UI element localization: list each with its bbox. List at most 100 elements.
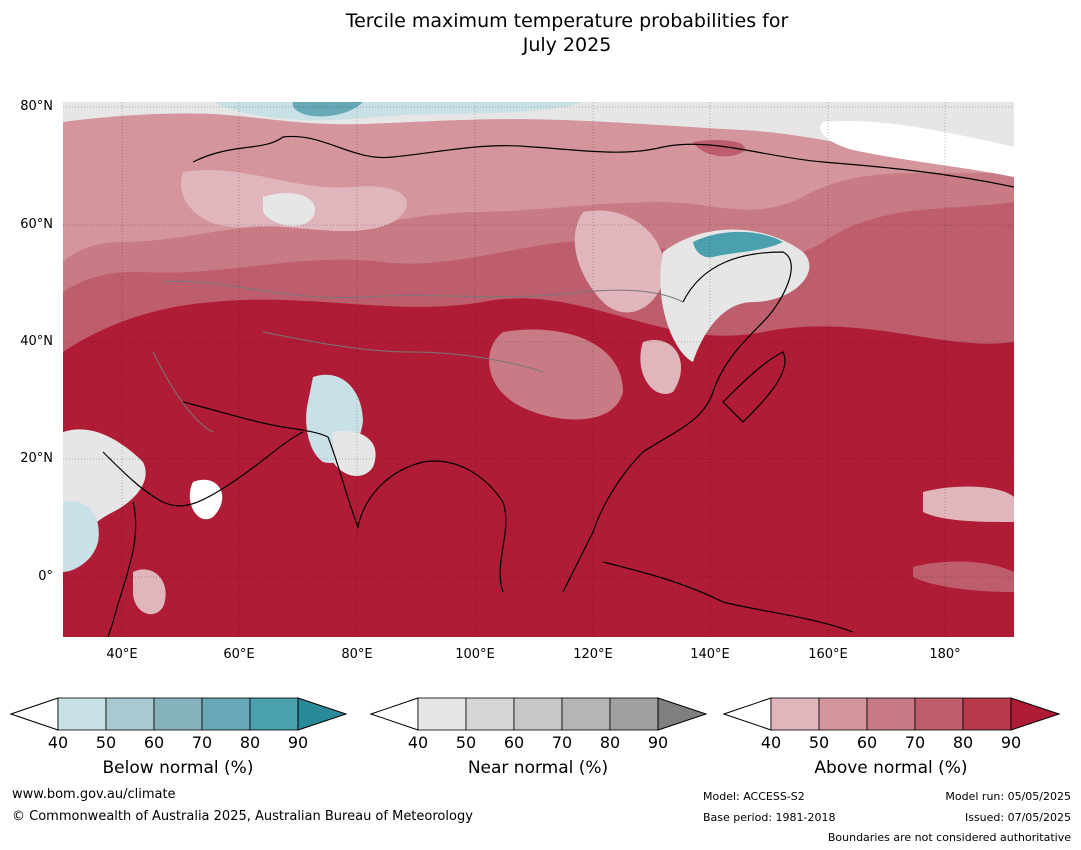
lon-tick-160: 160°E (808, 647, 848, 662)
colorbar-near-label: Near normal (%) (467, 758, 609, 778)
colorbar-near-swatches (370, 697, 708, 731)
japan-coastline (722, 351, 786, 423)
africa-coastline (107, 501, 137, 637)
colorbar-near-swatch (513, 697, 563, 731)
region-above-40-east (574, 210, 665, 313)
colorbar-below (10, 697, 348, 731)
region-below-high-arctic (292, 102, 363, 117)
colorbar-below-tick: 50 (95, 733, 117, 752)
colorbar-below-label: Below normal (%) (102, 758, 254, 778)
colorbar-above-swatch (914, 697, 964, 731)
lat-tick-0: 0° (38, 569, 53, 584)
footer-url: www.bom.gov.au/climate (12, 787, 176, 802)
colorbar-near-low-extension (370, 697, 419, 731)
south-asia-coastline (182, 401, 507, 593)
lon-tick-180: 180° (929, 647, 961, 662)
colorbar-near (370, 697, 708, 731)
colorbar-near-tick: 80 (599, 733, 621, 752)
colorbar-near-swatch (561, 697, 611, 731)
lon-tick-120: 120°E (573, 647, 613, 662)
region-above-40-pacific (923, 486, 1014, 522)
colorbar-above-swatch (962, 697, 1012, 731)
colorbar-above-swatch (818, 697, 868, 731)
colorbar-below-swatch (105, 697, 155, 731)
colorbar-below-swatches (10, 697, 348, 731)
coastlines (102, 135, 1014, 637)
colorbar-above-swatches (723, 697, 1061, 731)
lat-tick-40: 40°N (20, 334, 53, 349)
colorbar-above-low-extension (723, 697, 772, 731)
colorbar-near-tick: 40 (407, 733, 429, 752)
lat-tick-20: 20°N (20, 451, 53, 466)
colorbar-near-swatch (465, 697, 515, 731)
region-above-40-japan (640, 340, 682, 394)
colorbar-below-tick: 70 (191, 733, 213, 752)
colorbar-below-low-extension (10, 697, 59, 731)
russia-border (162, 280, 684, 303)
region-below-okhotsk (693, 231, 783, 258)
graticule (63, 102, 1014, 637)
title-line-1: Tercile maximum temperature probabilitie… (345, 10, 789, 32)
region-near-india (333, 431, 376, 477)
indonesia-coastline (602, 561, 854, 633)
colorbar-above-tick: 60 (856, 733, 878, 752)
region-white-horn (189, 479, 223, 520)
colorbar-below-tick: 40 (47, 733, 69, 752)
colorbar-below-tick: 80 (239, 733, 261, 752)
colorbar-near-tick: 60 (503, 733, 525, 752)
footer-model: Model: ACCESS-S2 (703, 790, 805, 803)
colorbar-above-tick: 70 (904, 733, 926, 752)
colorbar-below-swatch (153, 697, 203, 731)
lon-tick-40: 40°E (106, 647, 138, 662)
colorbar-above (723, 697, 1061, 731)
colorbar-below-tick: 60 (143, 733, 165, 752)
lon-tick-140: 140°E (690, 647, 730, 662)
lon-tick-100: 100°E (455, 647, 495, 662)
lat-tick-80: 80°N (20, 99, 53, 114)
colorbar-above-high-extension (1010, 697, 1061, 731)
probability-map (63, 102, 1014, 637)
lon-tick-80: 80°E (341, 647, 373, 662)
borders (152, 280, 684, 433)
colorbar-below-swatch (249, 697, 299, 731)
colorbar-above-swatch (866, 697, 916, 731)
footer-base-period: Base period: 1981-2018 (703, 811, 836, 824)
title-line-2: July 2025 (522, 34, 612, 56)
arabia-coastline (102, 431, 304, 507)
map-svg (63, 102, 1014, 637)
colorbar-above-label: Above normal (%) (814, 758, 968, 778)
colorbar-near-high-extension (657, 697, 708, 731)
footer-model-run: Model run: 05/05/2025 (945, 790, 1071, 803)
colorbar-above-tick: 90 (1000, 733, 1022, 752)
colorbar-near-tick: 50 (455, 733, 477, 752)
central-asia-border (262, 331, 544, 373)
east-asia-coastline (562, 251, 792, 593)
middle-east-border (152, 351, 214, 433)
colorbar-below-swatch (201, 697, 251, 731)
region-above-60-china (489, 329, 623, 420)
lon-tick-60: 60°E (223, 647, 255, 662)
colorbar-above-tick: 80 (952, 733, 974, 752)
region-white-east-siberia (820, 121, 1014, 177)
region-above-arctic-spot (693, 140, 745, 157)
colorbar-above-tick: 50 (808, 733, 830, 752)
region-near-okhotsk (660, 229, 810, 362)
footer-issued: Issued: 07/05/2025 (964, 811, 1071, 824)
colorbar-below-tick: 90 (287, 733, 309, 752)
colorbar-near-tick: 70 (551, 733, 573, 752)
colorbar-near-tick: 90 (647, 733, 669, 752)
colorbar-near-swatch (417, 697, 467, 731)
colorbar-near-swatch (609, 697, 659, 731)
arctic-coastline (192, 135, 1014, 188)
colorbar-below-high-extension (297, 697, 348, 731)
region-below-africa (63, 501, 99, 572)
colorbar-below-swatch (57, 697, 107, 731)
chart-title: Tercile maximum temperature probabilitie… (0, 9, 1081, 57)
colorbar-above-swatch (770, 697, 820, 731)
region-near-west-siberia (263, 193, 315, 227)
footer-copyright: © Commonwealth of Australia 2025, Austra… (12, 809, 473, 824)
colorbar-above-tick: 40 (760, 733, 782, 752)
region-above-40-africa (133, 569, 166, 615)
footer-boundaries: Boundaries are not considered authoritat… (827, 831, 1071, 844)
lat-tick-60: 60°N (20, 217, 53, 232)
